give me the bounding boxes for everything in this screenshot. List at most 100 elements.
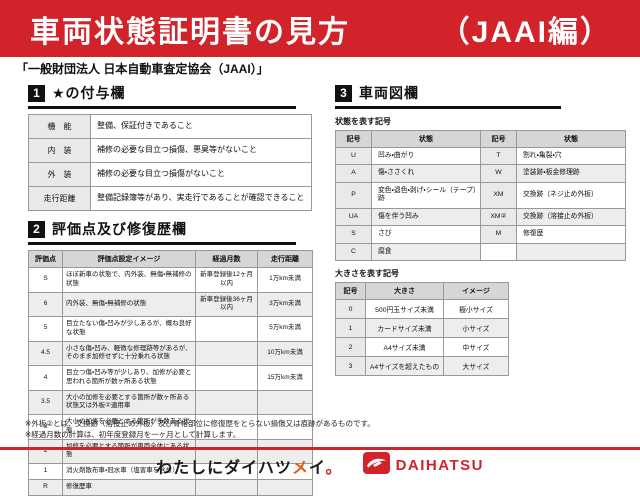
condition-cell: 傷を伴う凹み <box>371 207 481 227</box>
table-row: 内 装 補修の必要な目立つ損傷、悪臭等がないこと <box>28 138 312 163</box>
criteria-desc: 整備記録簿等があり、実走行であることが確認できること <box>90 186 312 211</box>
criteria-desc: 補修の必要な目立つ損傷、悪臭等がないこと <box>90 138 312 163</box>
table-row: 外 装 補修の必要な目立つ損傷がないこと <box>28 162 312 187</box>
desc-cell: 内外装、無傷・無補修の状態 <box>62 291 196 318</box>
size-cell: カードサイズ未満 <box>365 318 444 339</box>
size-symbol-table: 記号 大きさ イメージ 0 500円玉サイズ未満 極小サイズ 1 カードサイズ未… <box>335 282 509 377</box>
symbol-cell: S <box>335 225 372 244</box>
section-number-badge: 2 <box>28 220 45 238</box>
symbol-cell: 0 <box>335 299 366 320</box>
daihatsu-mark-icon <box>362 452 390 479</box>
table-row: 0 500円玉サイズ未満 極小サイズ <box>335 299 509 320</box>
months-cell <box>195 438 258 465</box>
distance-cell: 15万km未満 <box>257 365 313 391</box>
image-cell: 中サイズ <box>443 337 509 358</box>
section1-header: 1 ★の付与欄 <box>28 83 296 109</box>
symbol-cell <box>480 242 517 262</box>
table-row: 2 A4サイズ未満 中サイズ <box>335 337 509 358</box>
distance-cell <box>257 389 313 416</box>
condition-cell: 交換跡（ネジ止め外板） <box>516 181 626 209</box>
desc-cell: 小さな傷・凹み、軽微な修理跡等があるが、そのまま加修せずに十分乗れる状態 <box>62 340 196 367</box>
grade-cell: 3.5 <box>28 389 63 416</box>
table-row: P 変色・退色・剥げ・シール（テープ）跡 XM 交換跡（ネジ止め外板） <box>335 181 626 209</box>
table-row: A 傷・ささくれ W 塗装跡・板金修理跡 <box>335 164 626 183</box>
months-cell <box>195 316 258 342</box>
column-header: 評価点 <box>28 250 63 268</box>
criteria-label: 機 能 <box>28 114 91 139</box>
grade-cell: 5 <box>28 316 63 342</box>
section-number-badge: 1 <box>28 84 45 102</box>
condition-cell: 修復歴 <box>516 225 626 244</box>
table-row: 3 大小の加修を必要とする箇所が多数ある状態 <box>28 414 313 440</box>
daihatsu-logo: DAIHATSU <box>362 452 484 479</box>
condition-cell: 変色・退色・剥げ・シール（テープ）跡 <box>371 181 481 209</box>
size-cell: A4サイズ未満 <box>365 337 444 358</box>
condition-cell <box>516 242 626 262</box>
grade-cell: 4 <box>28 365 63 391</box>
symbol-cell: M <box>480 225 517 244</box>
column-header: 大きさ <box>365 282 444 301</box>
star-criteria-table: 機 能 整備、保証付きであること 内 装 補修の必要な目立つ損傷、悪臭等がないこ… <box>28 114 312 211</box>
criteria-desc: 整備、保証付きであること <box>90 114 312 139</box>
table-row: S ほぼ新車の状態で、内外装、無傷・無補修の状態 新車登録後12ヶ月以内 1万k… <box>28 267 313 293</box>
months-cell <box>195 365 258 391</box>
column-header: 記号 <box>480 130 517 148</box>
column-header: 経過月数 <box>195 250 258 268</box>
condition-cell: 割れ・亀裂・穴 <box>516 146 626 166</box>
symbol-cell: A <box>335 164 372 183</box>
distance-cell <box>257 438 313 465</box>
symbol-cell: P <box>335 181 372 209</box>
grade-cell: 6 <box>28 291 63 318</box>
distance-cell <box>257 479 313 496</box>
criteria-label: 走行距離 <box>28 186 91 211</box>
organization-subtitle: 「一般財団法人 日本自動車査定協会（JAAI）」 <box>16 62 269 76</box>
column-header: 状態 <box>371 130 481 148</box>
column-header: 状態 <box>516 130 626 148</box>
table-row: 1 カードサイズ未満 小サイズ <box>335 318 509 339</box>
footer: わたしにダイハツメイ。 DAIHATSU <box>0 451 640 480</box>
table-row: 1 消火剤散布車・冠水車（塩害車を含む） <box>28 463 313 481</box>
column-header: 記号 <box>335 282 366 301</box>
grade-cell: R <box>28 479 63 496</box>
condition-symbol-table: 記号 状態 記号 状態 U 凹み・曲がり T 割れ・亀裂・穴 A 傷・ささくれ … <box>335 130 626 262</box>
section-number-badge: 3 <box>335 84 352 102</box>
table-row: UA 傷を伴う凹み XM② 交換跡（溶接止め外板） <box>335 207 626 227</box>
column-header: 評価点設定イメージ <box>62 250 196 268</box>
symbol-cell: C <box>335 242 372 262</box>
footnotes: ※外板②とは、交換跡（溶接止め外板）及び骨格部位に修復歴をとらない損傷又は痕跡が… <box>25 418 375 441</box>
page-title: 車両状態証明書の見方 <box>30 15 350 49</box>
image-cell: 極小サイズ <box>443 299 509 320</box>
footer-divider <box>0 447 640 450</box>
table-header-row: 評価点 評価点設定イメージ 経過月数 走行距離 <box>28 250 313 268</box>
distance-cell: 10万km未満 <box>257 340 313 367</box>
symbol-cell: W <box>480 164 517 183</box>
symbol-cell: UA <box>335 207 372 227</box>
table-row: 3 A4サイズを超えたもの 大サイズ <box>335 356 509 377</box>
grade-cell: S <box>28 267 63 293</box>
criteria-label: 外 装 <box>28 162 91 187</box>
symbol-cell: T <box>480 146 517 166</box>
table-row: 5 目立たない傷・凹みが少しあるが、概ね良好な状態 5万km未満 <box>28 316 313 342</box>
table-row: R 修復歴車 <box>28 479 313 496</box>
table-row: S さび M 修復歴 <box>335 225 626 244</box>
symbol-cell: 2 <box>335 337 366 358</box>
condition-cell: 腐食 <box>371 242 481 262</box>
symbol-cell: 3 <box>335 356 366 377</box>
table-row: 2 加修を必要とする箇所が車両全体にある状態 <box>28 438 313 465</box>
months-cell <box>195 340 258 367</box>
months-cell: 新車登録後36ヶ月以内 <box>195 291 258 318</box>
condition-cell: 交換跡（溶接止め外板） <box>516 207 626 227</box>
symbol-cell: XM <box>480 181 517 209</box>
criteria-desc: 補修の必要な目立つ損傷がないこと <box>90 162 312 187</box>
table-row: 6 内外装、無傷・無補修の状態 新車登録後36ヶ月以内 3万km未満 <box>28 291 313 318</box>
section1-title: ★の付与欄 <box>52 85 126 101</box>
table-row: 走行距離 整備記録簿等があり、実走行であることが確認できること <box>28 186 312 211</box>
desc-cell: 目立つ傷・凹み等が少しあり、加修が必要と思われる箇所が数ヶ所ある状態 <box>62 365 196 391</box>
image-cell: 大サイズ <box>443 356 509 377</box>
section3-header: 3 車両図欄 <box>335 83 561 109</box>
section3-title: 車両図欄 <box>359 85 419 101</box>
condition-table-caption: 状態を表す記号 <box>335 117 391 126</box>
distance-cell: 5万km未満 <box>257 316 313 342</box>
daihatsu-slogan: わたしにダイハツメイ。 <box>156 459 343 477</box>
symbol-cell: 1 <box>335 318 366 339</box>
